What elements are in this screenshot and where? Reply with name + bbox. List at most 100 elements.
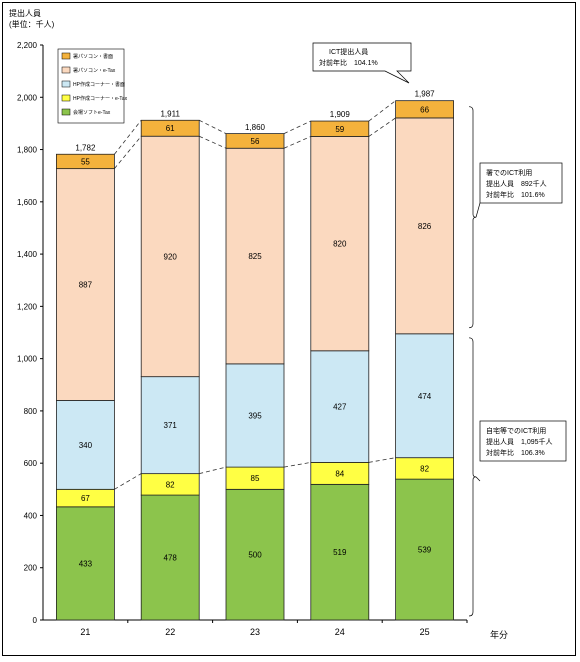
y-tick-label: 2,200 — [17, 41, 38, 50]
segment-value-label: 427 — [333, 403, 347, 412]
segment-value-label: 539 — [418, 546, 432, 555]
bar-segment — [140, 494, 200, 621]
segment-value-label: 84 — [335, 469, 344, 478]
bar-total-label: 1,909 — [330, 110, 351, 119]
legend-label: 会場ソフトe-Tax — [73, 109, 111, 116]
y-tick-label: 600 — [24, 459, 38, 468]
connector-lines — [114, 100, 396, 490]
bar-total-label: 1,782 — [75, 143, 96, 152]
bracket-office — [468, 106, 477, 329]
legend-label: HP作成コーナー・書面 — [73, 81, 125, 88]
segment-value-label: 920 — [164, 252, 178, 261]
connector-dash — [368, 100, 396, 122]
callout-office-count: 提出人員 892千人 — [486, 179, 547, 188]
segment-value-label: 500 — [248, 551, 262, 560]
x-tick-label: 22 — [165, 627, 175, 637]
callout-total-title: ICT提出人員 — [329, 47, 368, 56]
bar-segment — [310, 483, 370, 621]
x-tick-label: 25 — [420, 627, 430, 637]
segment-value-label: 826 — [418, 222, 432, 231]
connector-dash — [368, 117, 396, 137]
bracket-home-pointer — [475, 476, 481, 482]
segment-value-label: 66 — [420, 105, 429, 114]
connector-dash — [199, 119, 227, 134]
connector-dash — [199, 135, 227, 149]
bar-segment — [395, 333, 455, 459]
callout-total-ratio: 対前年比 104.1% — [319, 58, 378, 67]
chart-frame: 提出人員 (単位：千人) 0 200 400 600 800 1,000 1,200 1,400 1… — [2, 2, 576, 656]
callout-office-ratio: 対前年比 101.6% — [486, 190, 545, 199]
segment-value-label: 55 — [81, 157, 90, 166]
segment-value-label: 395 — [248, 411, 262, 420]
bracket-home — [468, 337, 477, 617]
connector-dash — [368, 457, 396, 463]
segment-value-label: 825 — [248, 252, 262, 261]
callout-total-box — [312, 42, 412, 84]
x-axis-unit: 年分 — [490, 629, 508, 640]
bar-segment — [395, 478, 455, 621]
bar-segment — [56, 168, 115, 401]
y-axis-title: 提出人員 — [9, 8, 41, 18]
bar-segment — [140, 376, 200, 475]
bar-segment — [225, 133, 285, 149]
bar-segment — [56, 153, 115, 170]
y-tick-label: 0 — [33, 616, 38, 625]
stacked-bar-chart: 提出人員(単位：千人) 0 200 400 600 800 1,000 1,200 1,400 1… — [9, 8, 567, 640]
y-tick-label: 1,000 — [17, 355, 38, 364]
legend-swatch — [61, 108, 71, 116]
legend-swatch — [61, 52, 71, 60]
bar-total-label: 1,860 — [245, 123, 266, 132]
legend-swatch — [61, 66, 71, 74]
segment-value-label: 340 — [79, 441, 93, 450]
legend-swatch — [61, 94, 71, 102]
bar-segment — [225, 363, 285, 468]
segment-value-label: 61 — [166, 124, 175, 133]
y-tick-label: 1,600 — [17, 198, 38, 207]
bar-segment — [310, 120, 370, 137]
bar-total-label: 1,911 — [160, 110, 180, 119]
x-tick-label: 23 — [250, 627, 260, 637]
bar-segment — [395, 117, 455, 335]
legend-label: 署パソコン・書面 — [73, 53, 113, 60]
y-tick-label: 1,800 — [17, 146, 38, 155]
connector-dash — [199, 466, 227, 475]
connector-dash — [114, 473, 142, 490]
segment-value-label: 887 — [79, 281, 93, 290]
segment-value-label: 82 — [420, 464, 429, 473]
x-tick-label: 24 — [335, 627, 345, 637]
callout-home-count: 提出人員 1,095千人 — [486, 437, 553, 446]
segment-value-label: 478 — [164, 554, 178, 563]
y-tick-label: 2,000 — [17, 93, 38, 102]
bar-segment — [310, 350, 370, 463]
segment-value-label: 56 — [251, 137, 260, 146]
callout-office-title: 署でのICT利用 — [486, 168, 532, 177]
segment-value-label: 67 — [81, 494, 90, 503]
segment-labels: 433 67 340 887 55 1,782 478 82 371 920 61 1,911 500 8… — [75, 90, 435, 569]
segment-value-label: 433 — [79, 559, 93, 568]
connector-dash — [283, 462, 311, 468]
callout-office-box — [479, 162, 563, 204]
segment-value-label: 85 — [251, 474, 260, 483]
segment-value-label: 371 — [164, 421, 178, 430]
y-tick-label: 200 — [24, 564, 38, 573]
bar-segment — [140, 135, 200, 378]
legend-label: 署パソコン・e-Tax — [73, 68, 116, 74]
connector-dash — [283, 136, 311, 149]
bar-total-label: 1,987 — [415, 90, 436, 99]
segment-value-label: 59 — [335, 125, 344, 134]
callout-home-box — [479, 420, 567, 462]
segment-value-label: 519 — [333, 548, 347, 557]
connector-dash — [114, 135, 142, 169]
bars — [56, 100, 455, 621]
segment-value-label: 474 — [418, 392, 432, 401]
callout-home-ratio: 対前年比 106.3% — [486, 448, 545, 457]
segment-value-label: 82 — [166, 480, 175, 489]
callout-home-title: 自宅等でのICT利用 — [486, 426, 546, 435]
bar-segment — [310, 136, 370, 352]
x-tick-label: 21 — [80, 627, 90, 637]
legend-label: HP作成コーナー・e-Tax — [73, 95, 128, 102]
y-tick-label: 1,200 — [17, 302, 38, 311]
connector-dash — [114, 120, 142, 155]
